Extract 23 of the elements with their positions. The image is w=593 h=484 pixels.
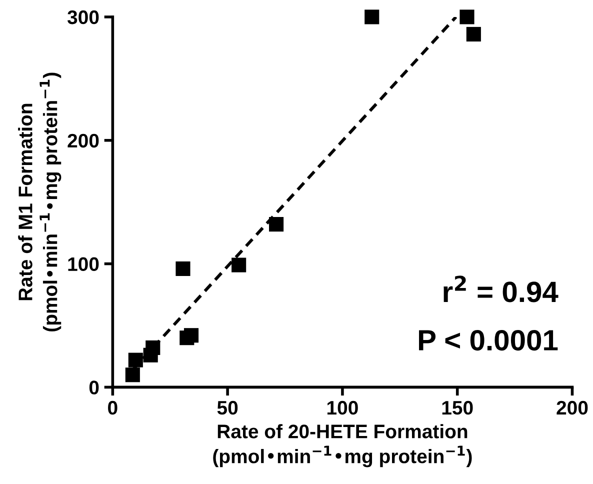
x-tick-label: 150	[442, 400, 473, 415]
point	[232, 258, 246, 272]
y-tick-label: 200	[68, 134, 99, 148]
point	[128, 352, 143, 368]
point	[460, 10, 474, 24]
y-axis-title: Rate of M1 Formation (pmol•min$^{−1}$•mg protein$^{−1}$)	[18, 72, 62, 332]
point	[125, 368, 140, 382]
y-tick-label: 100	[68, 257, 99, 272]
x-axis-title: Rate of 20-HETE Formation (pmol•min$^{−1}$•mg protein$^{−1}$)	[213, 424, 472, 468]
y-tick-label: 0	[89, 380, 99, 394]
x-tick-label: 200	[556, 400, 588, 415]
x-tick-label: 100	[327, 400, 358, 415]
x-tick-label: 50	[217, 400, 238, 415]
annotation: r$^{2}$ = 0.94	[444, 276, 558, 302]
annotation: P < 0.0001	[419, 330, 558, 351]
point	[146, 340, 160, 355]
point	[466, 26, 481, 42]
point	[364, 10, 380, 24]
point	[268, 217, 284, 232]
x-tick-label: 0	[108, 400, 118, 415]
point	[176, 261, 190, 276]
point	[184, 328, 199, 343]
y-tick-label: 300	[67, 10, 99, 24]
